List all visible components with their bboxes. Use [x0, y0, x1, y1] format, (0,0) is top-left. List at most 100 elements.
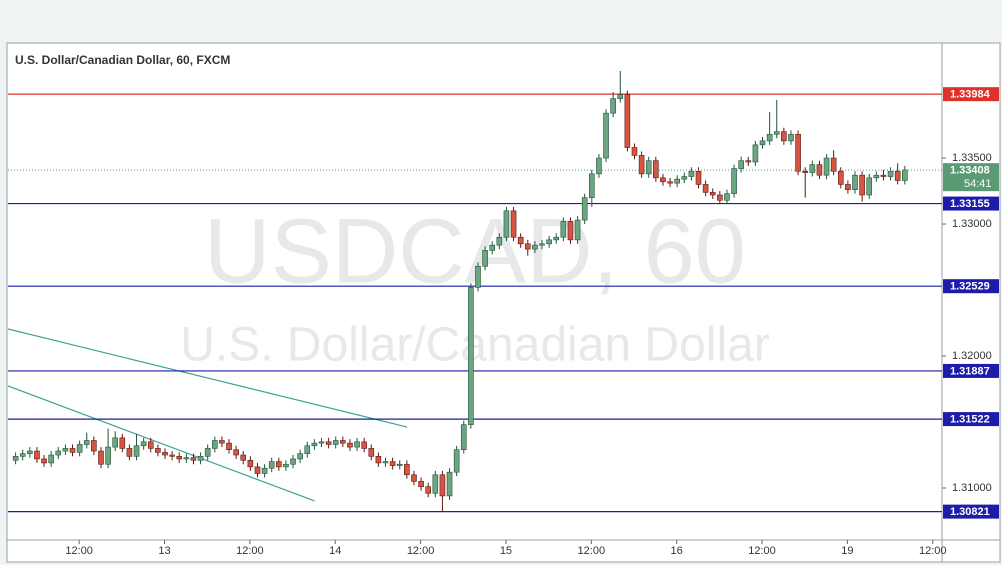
candle-body	[539, 243, 545, 246]
trend-line	[8, 385, 315, 502]
candle-body	[411, 474, 417, 482]
candle-body	[852, 174, 858, 191]
level-label: 1.33155	[950, 198, 990, 210]
candle-body	[460, 424, 467, 451]
x-tick-label: 14	[329, 545, 341, 557]
candle-body	[866, 177, 873, 196]
candle-body	[574, 219, 581, 241]
candle-body	[674, 178, 680, 184]
candle-body	[204, 448, 211, 457]
candle-body	[880, 174, 887, 177]
watermark-name: U.S. Dollar/Canadian Dollar	[180, 319, 770, 372]
candle-body	[41, 458, 47, 464]
candle-body	[731, 168, 737, 194]
candle-body	[524, 243, 531, 250]
candle-body	[382, 461, 389, 464]
candle-body	[19, 453, 26, 457]
y-tick-label: 1.33500	[952, 152, 992, 164]
chart-title: U.S. Dollar/Canadian Dollar, 60, FXCM	[15, 53, 230, 67]
candle-body	[105, 446, 111, 465]
candle-body	[27, 450, 33, 454]
candle-body	[759, 140, 766, 146]
level-tag	[943, 412, 999, 427]
candle-body	[837, 170, 844, 185]
candle-body	[233, 449, 239, 456]
x-tick-label: 12:00	[578, 545, 606, 557]
candle-body	[62, 448, 69, 452]
x-tick-label: 12:00	[236, 545, 264, 557]
candle-body	[368, 448, 375, 457]
candle-body	[567, 221, 574, 241]
candle-body	[190, 457, 197, 461]
candle-body	[489, 244, 496, 251]
candle-body	[389, 461, 396, 466]
level-tag	[943, 196, 999, 211]
candle-body	[162, 452, 168, 456]
candle-body	[660, 177, 666, 183]
candle-body	[283, 463, 289, 468]
candle-body	[468, 287, 474, 425]
candle-body	[432, 474, 439, 494]
plot-area	[8, 70, 942, 513]
candle-body	[809, 164, 816, 173]
candle-body	[112, 437, 119, 448]
candle-body	[69, 448, 76, 453]
candle-body	[596, 157, 602, 175]
level-tag	[943, 87, 999, 102]
candle-body	[354, 441, 360, 448]
candle-body	[482, 250, 488, 267]
candle-body	[98, 450, 104, 465]
level-label: 1.31522	[950, 414, 990, 426]
candle-body	[788, 133, 794, 142]
candle-body	[83, 440, 90, 445]
candle-body	[247, 459, 254, 468]
candle-body	[311, 442, 318, 447]
candle-body	[197, 456, 204, 461]
candle-body	[752, 144, 759, 163]
candle-body	[254, 466, 261, 474]
candle-body	[290, 458, 296, 465]
candle-body	[325, 441, 332, 445]
candle-body	[645, 160, 652, 175]
candle-body	[717, 194, 723, 201]
candle-body	[546, 239, 552, 245]
countdown: 54:41	[964, 178, 992, 190]
candle-body	[773, 131, 780, 135]
watermark-symbol: USDCAD, 60	[204, 200, 746, 302]
candle-body	[76, 444, 83, 453]
candle-body	[617, 94, 624, 99]
candle-body	[12, 456, 19, 461]
candle-body	[475, 265, 481, 288]
candle-body	[603, 112, 609, 159]
y-tick-label: 1.31000	[952, 482, 992, 494]
candle-body	[446, 471, 453, 497]
candle-body	[894, 170, 901, 181]
x-tick-label: 12:00	[919, 545, 947, 557]
candle-body	[304, 445, 311, 454]
x-tick-label: 15	[500, 545, 512, 557]
candle-body	[901, 169, 908, 181]
candle-body	[781, 131, 787, 142]
candle-body	[830, 157, 837, 172]
candle-body	[133, 445, 140, 457]
candle-body	[418, 481, 424, 487]
x-tick-label: 13	[158, 545, 170, 557]
candle-body	[624, 94, 631, 148]
candle-body	[681, 176, 688, 180]
candle-body	[887, 170, 894, 177]
candle-body	[297, 453, 303, 460]
level-label: 1.31887	[950, 365, 990, 377]
candle-body	[176, 456, 183, 460]
candle-body	[219, 440, 225, 444]
candle-body	[375, 456, 382, 464]
candle-body	[147, 441, 154, 449]
candle-body	[496, 236, 503, 246]
candle-body	[845, 184, 851, 191]
candle-body	[34, 450, 40, 460]
candle-body	[240, 454, 247, 461]
axes: 1.33500 1.33000 1.32000 1.31000 12:00 13 12:00…	[65, 87, 999, 557]
candle-body	[745, 160, 752, 163]
level-label: 1.32529	[950, 281, 990, 293]
candle-body	[859, 174, 865, 196]
x-tick-label: 12:00	[65, 545, 93, 557]
